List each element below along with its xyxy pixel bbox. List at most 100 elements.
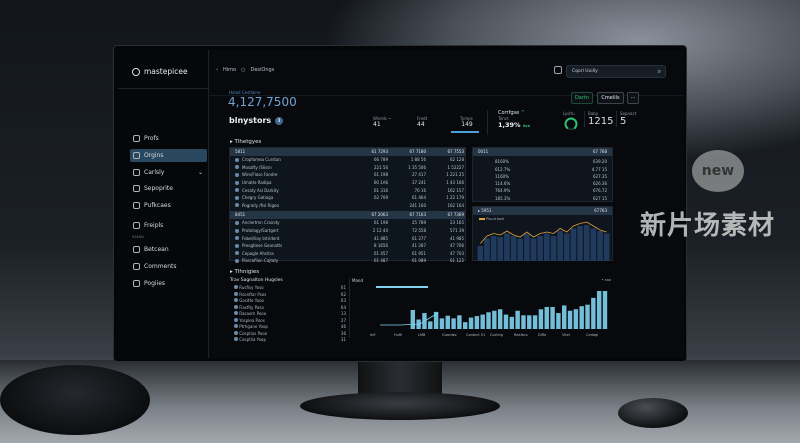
list-item[interactable]: Gosdte Yaoo 63: [230, 298, 346, 305]
table-row[interactable]: Protology/Sartgert 2 12 44 72 558 571 39: [230, 227, 465, 235]
table-row[interactable]: Pogrally /fisl Rigeo 241 160 162 164: [230, 202, 465, 210]
section1-title[interactable]: ▸ Tlhetgyes: [230, 139, 262, 145]
bar: [573, 309, 579, 329]
sidebar-item-comments[interactable]: Comments: [130, 260, 207, 273]
row-value: 241 160: [409, 202, 426, 208]
row-icon: [235, 188, 239, 193]
bar: [544, 306, 549, 329]
search-input[interactable]: Cqorl Uoilly ⌕: [566, 65, 666, 78]
list-item[interactable]: Ptrhgane Yoop 46: [230, 324, 346, 331]
item-label: Fiasfity Pasa: [239, 304, 264, 310]
row-value: 571 39: [450, 228, 464, 234]
group-header[interactable]: 8451 67 2063 67 7163 67 7369: [230, 211, 465, 219]
item-label: Rusfisy Yoso: [239, 285, 264, 290]
list-item[interactable]: Fiasfity Pasa 64: [230, 304, 346, 312]
kpi-1[interactable]: Fredt 44: [417, 116, 427, 128]
bar: [556, 313, 561, 329]
table-row[interactable]: Presgtiese Geanatts 8 1656 41 287 47 706: [230, 242, 465, 250]
chevron-down-icon: ⌄: [197, 169, 203, 176]
table-row[interactable]: Anclertmn Crainity 61 198 25 789 23 165: [230, 219, 465, 227]
side-header-label: 0011: [478, 149, 489, 155]
list-item[interactable]: Rusfisy Yoso 61: [230, 285, 346, 292]
calendar-icon: [133, 169, 140, 176]
table-row[interactable]: Cepagle Ahsitra 61 457 61 951 47 703: [230, 250, 465, 258]
group-value: 61 7293: [371, 149, 388, 155]
sidebar-item-pogiies[interactable]: Pogiies: [130, 277, 207, 290]
kpi-value: 44: [417, 121, 425, 128]
kpi-2[interactable]: Tymps 149: [460, 116, 473, 128]
back-icon[interactable]: ‹: [216, 67, 218, 73]
row-name: Anclertmn Crainity: [242, 220, 280, 226]
more-button[interactable]: ···: [627, 92, 639, 104]
search-icon[interactable]: ⌕: [657, 68, 661, 75]
group-header[interactable]: 5811 61 7293 67 7180 67 7553: [230, 148, 465, 156]
row-value: 221 56: [374, 164, 388, 170]
table-row[interactable]: 612.7% 4.77 15: [473, 165, 612, 173]
row-icon: [235, 157, 239, 162]
row-value: 61 089: [412, 258, 426, 264]
area-bar: [570, 228, 577, 261]
row-value: 60 1A6: [373, 180, 388, 186]
area-header[interactable]: ▸ 5951 67763: [473, 207, 612, 215]
settings-icon[interactable]: [554, 66, 562, 74]
primary-button[interactable]: Dartn: [571, 92, 593, 104]
row-value: 41 985: [450, 235, 464, 241]
table-row[interactable]: 1160% 627.35: [473, 173, 612, 181]
watermark-logo-text: new: [701, 163, 735, 179]
x-tick-label: HuRi: [394, 333, 402, 337]
table-row[interactable]: Cropfamea Curstan 66 789 1 88 56 62 128: [230, 156, 465, 164]
sidebar-item-sepoprite[interactable]: Sepoprite: [130, 182, 207, 195]
list-item[interactable]: Yosplea Poos 27: [230, 317, 346, 325]
item-value: 61: [340, 285, 346, 290]
table-row[interactable]: 764.9% 676.72: [473, 187, 612, 195]
brand[interactable]: mastepicee: [132, 67, 188, 76]
item-icon: [234, 311, 238, 315]
sidebar-item-label: Freipls: [144, 222, 164, 229]
group-value: 67 7163: [409, 212, 426, 218]
breadcrumb-home[interactable]: Himo: [223, 67, 237, 73]
x-tick-label: Infl: [370, 333, 375, 337]
sidebar-item-betcean[interactable]: Betcean: [130, 243, 207, 256]
item-value: 31: [340, 337, 346, 342]
item-value: 27: [340, 317, 346, 323]
sidebar-item-profs[interactable]: Profs: [130, 132, 207, 145]
info-icon[interactable]: i: [275, 116, 284, 125]
side-header[interactable]: 0011 67 768: [473, 148, 612, 156]
table-row[interactable]: Piarcaflion Cajtaty 61 487 61 089 61 122: [230, 257, 465, 265]
list-item[interactable]: Cesptlia Yoop 31: [230, 337, 346, 344]
kpi-0[interactable]: Wlerds ~41: [373, 116, 391, 128]
table-row[interactable]: Chegry Gatiaga 62 709 61 464 1 22 179: [230, 194, 465, 202]
table-row[interactable]: Febel/liay Intrident 41 885 61 277 41 985: [230, 234, 465, 242]
row-value: 61 122: [450, 258, 464, 264]
table-row[interactable]: 185.3% 627 15: [473, 195, 612, 203]
list-item[interactable]: Rsonftar Psos 62: [230, 291, 346, 299]
sidebar-item-pufkcaes[interactable]: Pufkcaes: [130, 199, 207, 212]
table-row[interactable]: Cesaty Asl Darkity 61 316 76 16 162 157: [230, 186, 465, 194]
table-row[interactable]: 114.6% 626.36: [473, 180, 612, 188]
row-name: Cepagle Ahsitra: [242, 250, 274, 256]
stat-value: 1215: [588, 116, 614, 127]
sidebar-section-label: SAENO: [132, 235, 145, 239]
section2-title[interactable]: ▸ Tlhnigies: [230, 269, 260, 275]
row-value: 676.72: [593, 188, 607, 194]
table-row[interactable]: Mosafty /Slissn 221 56 1 35 506 1 52227: [230, 164, 465, 172]
bar-chart: Infl HuRi LMB Guardse Contect 51 Cocling Reafa…: [370, 286, 608, 337]
row-name: Cropfamea Curstan: [242, 157, 281, 163]
row-value: 1 221 25: [446, 172, 464, 178]
sidebar-item-label: Orgins: [144, 152, 164, 159]
table-row[interactable]: Umatle Radipa 60 1A6 37 241 1 43 166: [230, 179, 465, 187]
x-tick-label: Cedagi: [586, 333, 598, 337]
list-item[interactable]: Rasaom Pooo 13: [230, 311, 346, 318]
area-bar: [557, 231, 563, 261]
sidebar-item-carlsly[interactable]: Carlsly ⌄: [130, 166, 207, 179]
table-row[interactable]: Wire/Flaso Fandre 61 198 27 417 1 221 25: [230, 171, 465, 179]
sidebar-item-orgins[interactable]: Orgins: [130, 149, 207, 162]
row-icon: [235, 236, 239, 241]
sidebar-item-freipls[interactable]: Freipls: [130, 219, 207, 232]
secondary-button[interactable]: Cmelils: [597, 92, 624, 104]
table-row[interactable]: 8160% 639.20: [473, 158, 612, 166]
trend-block: Corrfgse ^ Tenct 1,39% Ave: [498, 110, 530, 129]
summary-value: 4,127,7500: [228, 95, 297, 109]
bar: [439, 318, 445, 329]
list-item[interactable]: Cosptios Pooo 36: [230, 330, 346, 338]
